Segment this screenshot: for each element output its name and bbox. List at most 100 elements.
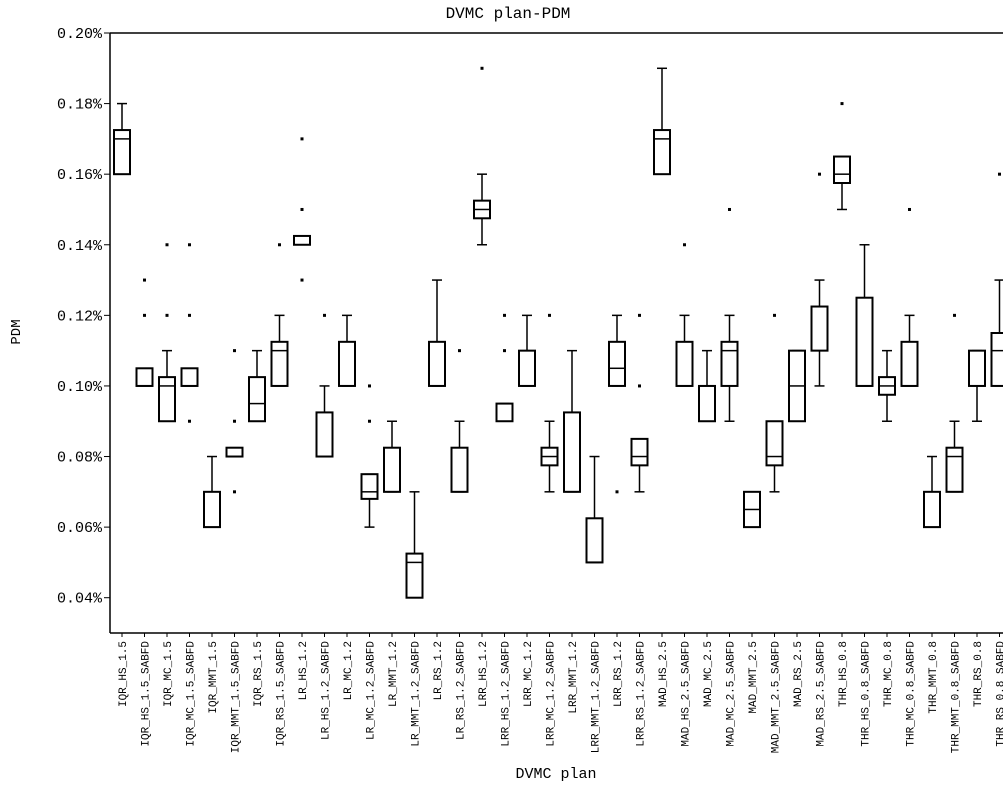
- box: [720, 340, 739, 387]
- x-tick-label: THR_MMT_0.8: [928, 641, 940, 714]
- x-tick-label: IQR_RS_1.5_SABFD: [276, 641, 288, 747]
- box: [203, 490, 221, 529]
- x-tick-label: LRR_HS_1.2: [478, 641, 490, 707]
- x-tick-label: LR_RS_1.2: [433, 641, 445, 700]
- x-tick-label: LR_RS_1.2_SABFD: [456, 641, 468, 740]
- outlier: [368, 419, 371, 423]
- x-tick-label: IQR_MMT_1.5_SABFD: [231, 641, 243, 754]
- x-tick-label: IQR_MC_1.5: [163, 641, 175, 707]
- box: [360, 473, 379, 500]
- outlier: [503, 349, 506, 353]
- outlier: [165, 243, 169, 247]
- x-tick-label: IQR_HS_1.5: [118, 641, 130, 707]
- box: [338, 340, 356, 387]
- x-tick-label: LR_HS_1.2_SABFD: [321, 641, 333, 740]
- outlier: [998, 172, 1001, 176]
- y-tick-label: 0.16%: [57, 167, 103, 184]
- x-tick-label: MAD_HS_2.5_SABFD: [681, 641, 693, 747]
- box: [968, 349, 986, 387]
- box: [855, 296, 874, 387]
- y-tick-label: 0.04%: [57, 591, 103, 608]
- outlier: [300, 278, 304, 282]
- y-tick-label: 0.12%: [57, 308, 103, 325]
- outlier: [503, 313, 506, 317]
- outlier: [165, 313, 169, 317]
- outlier: [188, 243, 191, 247]
- box: [810, 305, 829, 352]
- outlier: [728, 207, 731, 211]
- outlier: [233, 419, 236, 423]
- outlier: [368, 384, 371, 388]
- outlier: [300, 137, 304, 141]
- y-tick-label: 0.20%: [57, 26, 103, 43]
- x-tick-label: LRR_RS_1.2_SABFD: [636, 641, 648, 747]
- box: [428, 340, 446, 387]
- box: [270, 340, 289, 387]
- outlier: [143, 278, 146, 282]
- x-tick-label: LRR_MMT_1.2_SABFD: [591, 641, 603, 754]
- x-tick-label: THR_RS_0.8_SABFD: [996, 641, 1003, 747]
- box: [158, 376, 176, 423]
- outlier: [615, 490, 619, 494]
- y-tick-label: 0.06%: [57, 520, 103, 537]
- box: [608, 340, 626, 387]
- outlier: [480, 66, 484, 70]
- outlier: [548, 313, 551, 317]
- outlier: [818, 172, 821, 176]
- outlier: [638, 384, 641, 388]
- box: [945, 446, 964, 493]
- box: [405, 552, 424, 599]
- x-tick-label: THR_HS_0.8: [838, 641, 850, 707]
- x-tick-label: MAD_MC_2.5: [703, 641, 715, 707]
- box: [698, 384, 716, 423]
- box: [833, 155, 851, 185]
- outlier: [188, 313, 191, 317]
- box: [135, 367, 154, 387]
- box: [450, 446, 469, 493]
- outlier: [773, 313, 776, 317]
- x-axis-title: DVMC plan: [515, 766, 596, 783]
- x-tick-label: LRR_MMT_1.2: [568, 641, 580, 714]
- x-tick-label: LR_MC_1.2: [343, 641, 355, 700]
- x-tick-label: THR_MMT_0.8_SABFD: [951, 641, 963, 754]
- outlier: [188, 419, 191, 423]
- x-tick-label: IQR_MMT_1.5: [208, 641, 220, 714]
- y-tick-label: 0.14%: [57, 238, 103, 255]
- box: [990, 332, 1003, 387]
- x-tick-label: MAD_MMT_2.5: [748, 641, 760, 714]
- x-tick-label: LR_MC_1.2_SABFD: [366, 641, 378, 740]
- outlier: [840, 102, 844, 106]
- box: [585, 517, 604, 564]
- outlier: [300, 207, 304, 211]
- x-tick-label: IQR_HS_1.5_SABFD: [141, 641, 153, 747]
- outlier: [323, 313, 326, 317]
- x-tick-label: LRR_MC_1.2: [523, 641, 535, 707]
- y-tick-label: 0.18%: [57, 97, 103, 114]
- box: [225, 446, 244, 458]
- x-tick-label: THR_MC_0.8: [883, 641, 895, 707]
- outlier: [638, 313, 641, 317]
- box: [113, 129, 131, 176]
- x-tick-label: IQR_MC_1.5_SABFD: [186, 641, 198, 747]
- outlier: [278, 243, 281, 247]
- x-tick-label: THR_HS_0.8_SABFD: [861, 641, 873, 747]
- box: [563, 411, 581, 493]
- x-tick-label: THR_MC_0.8_SABFD: [906, 641, 918, 747]
- box: [315, 411, 334, 458]
- box: [765, 420, 784, 467]
- box: [293, 234, 311, 246]
- y-tick-label: 0.10%: [57, 379, 103, 396]
- outlier: [908, 207, 911, 211]
- x-tick-label: THR_RS_0.8: [973, 641, 985, 707]
- outlier: [233, 490, 236, 494]
- box: [383, 446, 401, 493]
- x-tick-label: MAD_MMT_2.5_SABFD: [771, 641, 783, 754]
- box: [495, 402, 514, 423]
- box: [900, 340, 919, 387]
- x-tick-label: MAD_RS_2.5: [793, 641, 805, 707]
- box: [180, 367, 199, 387]
- x-tick-label: LRR_RS_1.2: [613, 641, 625, 707]
- box: [653, 129, 671, 176]
- outlier: [458, 349, 461, 353]
